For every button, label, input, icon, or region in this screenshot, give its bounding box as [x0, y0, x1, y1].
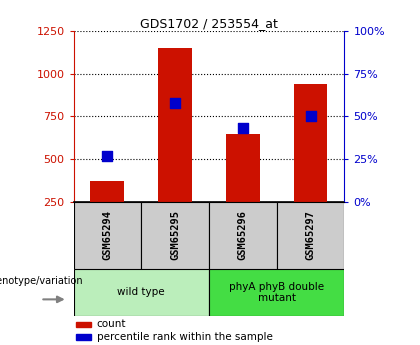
Text: GSM65296: GSM65296 — [238, 210, 248, 260]
Text: GSM65294: GSM65294 — [102, 210, 113, 260]
Text: genotype/variation: genotype/variation — [0, 276, 83, 286]
Point — [307, 114, 314, 119]
Bar — [90, 181, 124, 245]
Text: percentile rank within the sample: percentile rank within the sample — [97, 332, 273, 342]
Bar — [294, 84, 328, 245]
Bar — [76, 322, 91, 327]
Bar — [209, 202, 277, 269]
Bar — [226, 134, 260, 245]
Text: phyA phyB double
mutant: phyA phyB double mutant — [229, 282, 324, 303]
Text: count: count — [97, 319, 126, 329]
Bar — [74, 202, 141, 269]
Point — [172, 100, 178, 106]
Point — [104, 153, 111, 158]
Bar — [74, 269, 209, 316]
Text: GSM65295: GSM65295 — [170, 210, 180, 260]
Bar — [277, 202, 344, 269]
Text: GSM65297: GSM65297 — [305, 210, 315, 260]
Bar — [141, 202, 209, 269]
Bar — [158, 48, 192, 245]
Title: GDS1702 / 253554_at: GDS1702 / 253554_at — [140, 17, 278, 30]
Point — [239, 126, 246, 131]
Bar — [76, 334, 91, 340]
Bar — [209, 269, 344, 316]
Text: wild type: wild type — [118, 287, 165, 297]
